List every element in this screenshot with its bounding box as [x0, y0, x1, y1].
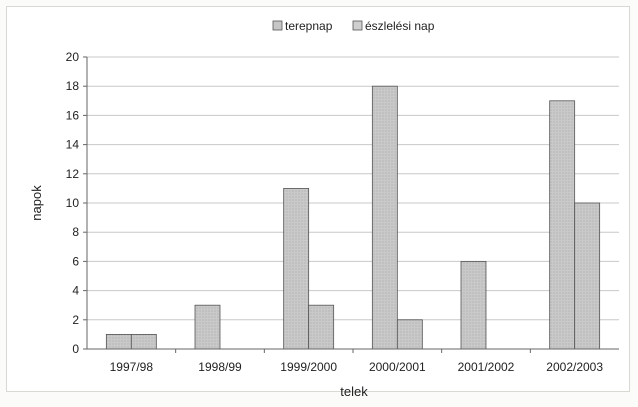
bar-terepnap: [549, 100, 576, 350]
y-tick-label: 18: [66, 79, 80, 93]
bar-terepnap: [371, 85, 398, 350]
y-tick-label: 20: [66, 50, 80, 64]
bar-eszlelesi-nap: [130, 333, 157, 350]
chart-frame: 0 2 4 6 8 10 12 14 16 18 20 1997/98 1998/99 1999/2000…: [6, 6, 630, 399]
y-tick-label: 14: [66, 138, 80, 152]
y-tick-label: 2: [72, 313, 79, 327]
legend-swatch-terepnap: [272, 20, 283, 31]
axes: 0 2 4 6 8 10 12 14 16 18 20 1997/98 1998/99 1999/2000…: [66, 50, 619, 374]
bar-terepnap: [194, 304, 221, 350]
bar-eszlelesi-nap: [396, 319, 423, 350]
x-tick-label: 2002/2003: [546, 360, 603, 374]
y-tick-label: 10: [66, 196, 80, 210]
y-axis-label: napok: [29, 185, 44, 221]
x-tick-label: 1999/2000: [280, 360, 337, 374]
y-tick-label: 16: [66, 108, 80, 122]
gridlines: [87, 56, 619, 321]
legend-swatch-eszlelesi-nap: [352, 20, 363, 31]
y-tick-label: 0: [72, 342, 79, 356]
bar-terepnap: [460, 260, 487, 350]
y-tick-label: 8: [72, 225, 79, 239]
bar-terepnap: [283, 187, 310, 350]
legend-label-terepnap: terepnap: [285, 19, 333, 33]
legend: terepnap észlelési nap: [272, 19, 435, 33]
bar-eszlelesi-nap: [308, 304, 335, 350]
bar-chart: 0 2 4 6 8 10 12 14 16 18 20 1997/98 1998/99 1999/2000…: [29, 19, 619, 399]
bars: [105, 85, 601, 350]
y-tick-label: 12: [66, 167, 80, 181]
x-tick-label: 2001/2002: [458, 360, 515, 374]
x-tick-label: 2000/2001: [369, 360, 426, 374]
bar-eszlelesi-nap: [574, 202, 601, 350]
x-axis-label: telek: [340, 384, 368, 399]
y-tick-label: 4: [72, 284, 79, 298]
bar-terepnap: [105, 333, 132, 350]
x-tick-label: 1998/99: [198, 360, 242, 374]
legend-label-eszlelesi-nap: észlelési nap: [365, 19, 435, 33]
y-tick-label: 6: [72, 254, 79, 268]
x-tick-label: 1997/98: [110, 360, 154, 374]
